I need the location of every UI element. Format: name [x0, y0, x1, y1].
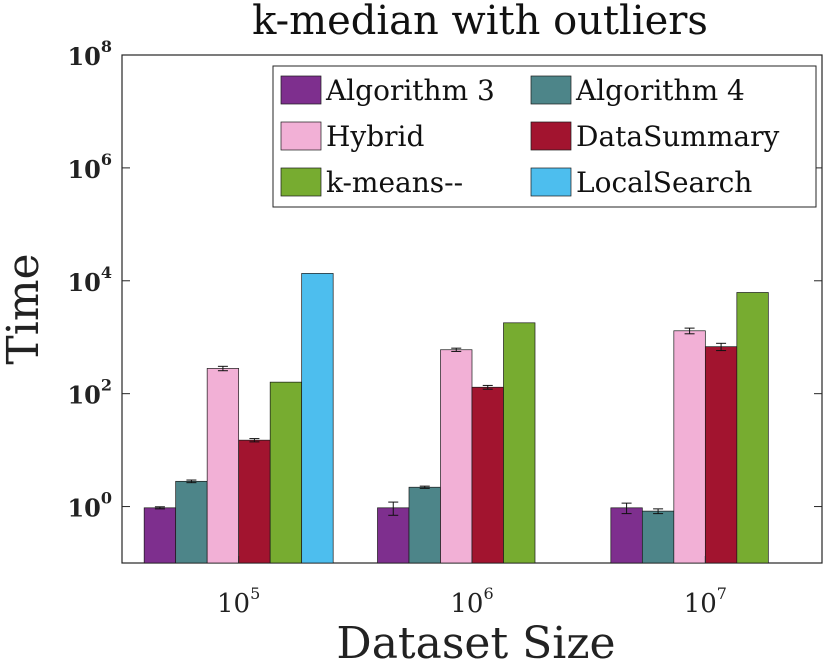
bar-datasummary	[238, 439, 271, 564]
bars	[143, 273, 769, 564]
y-tick-base: 10	[67, 494, 100, 523]
legend-label: DataSummary	[576, 120, 779, 153]
legend: Algorithm 3 Algorithm 4 Hybrid DataSummary k…	[272, 65, 817, 208]
bar-hybrid	[206, 368, 240, 564]
y-tick-label: 106	[67, 150, 112, 184]
bar-k-means-	[269, 381, 303, 564]
chart-title: k-median with outliers	[252, 0, 708, 44]
y-tick-exponent: 4	[101, 263, 112, 282]
legend-label: k-means--	[326, 166, 463, 199]
y-tick-exponent: 0	[101, 489, 112, 508]
legend-label: Algorithm 3	[325, 74, 495, 107]
y-tick-label: 100	[67, 489, 112, 523]
x-tick-label: 106	[450, 584, 493, 619]
bar-datasummary	[704, 346, 738, 564]
y-tick-exponent: 2	[101, 376, 112, 395]
x-tick-exponent: 5	[250, 584, 260, 603]
y-tick-exponent: 8	[101, 37, 112, 56]
bar-algorithm-3	[143, 507, 177, 564]
bar-k-means-	[736, 292, 769, 564]
legend-swatch	[280, 75, 322, 105]
bar-algorithm-4	[408, 486, 441, 564]
bar-hybrid	[440, 349, 473, 564]
y-tick-label: 102	[67, 376, 112, 410]
bar-algorithm-3	[610, 507, 643, 564]
y-tick-base: 10	[67, 268, 100, 297]
legend-label: Algorithm 4	[575, 74, 745, 107]
legend-swatch	[280, 121, 322, 151]
bar-localsearch	[301, 273, 334, 564]
legend-swatch	[530, 121, 572, 151]
x-tick-base: 10	[684, 589, 717, 619]
legend-label: Hybrid	[326, 120, 425, 153]
y-tick-base: 10	[67, 155, 100, 184]
y-tick-base: 10	[67, 42, 100, 71]
x-tick-base: 10	[450, 589, 483, 619]
y-axis-label: Time	[0, 253, 49, 364]
x-tick-base: 10	[217, 589, 250, 619]
x-axis-label: Dataset Size	[336, 618, 615, 664]
legend-swatch	[530, 167, 572, 197]
y-tick-exponent: 6	[101, 150, 112, 169]
x-tick-label: 105	[217, 584, 260, 619]
x-axis: 105 106 107	[217, 556, 727, 619]
x-tick-exponent: 6	[483, 584, 493, 603]
legend-swatch	[530, 75, 572, 105]
x-tick-label: 107	[684, 584, 727, 619]
bar-algorithm-3	[377, 507, 410, 564]
x-tick-exponent: 7	[717, 584, 727, 603]
bar-hybrid	[673, 330, 706, 564]
bar-algorithm-4	[175, 480, 208, 564]
y-tick-base: 10	[67, 381, 100, 410]
y-tick-label: 108	[67, 37, 112, 71]
y-tick-label: 104	[67, 263, 112, 297]
bar-algorithm-4	[641, 510, 675, 564]
legend-label: LocalSearch	[576, 166, 752, 199]
bar-k-means-	[503, 322, 536, 564]
legend-swatch	[280, 167, 322, 197]
bar-datasummary	[471, 386, 504, 564]
